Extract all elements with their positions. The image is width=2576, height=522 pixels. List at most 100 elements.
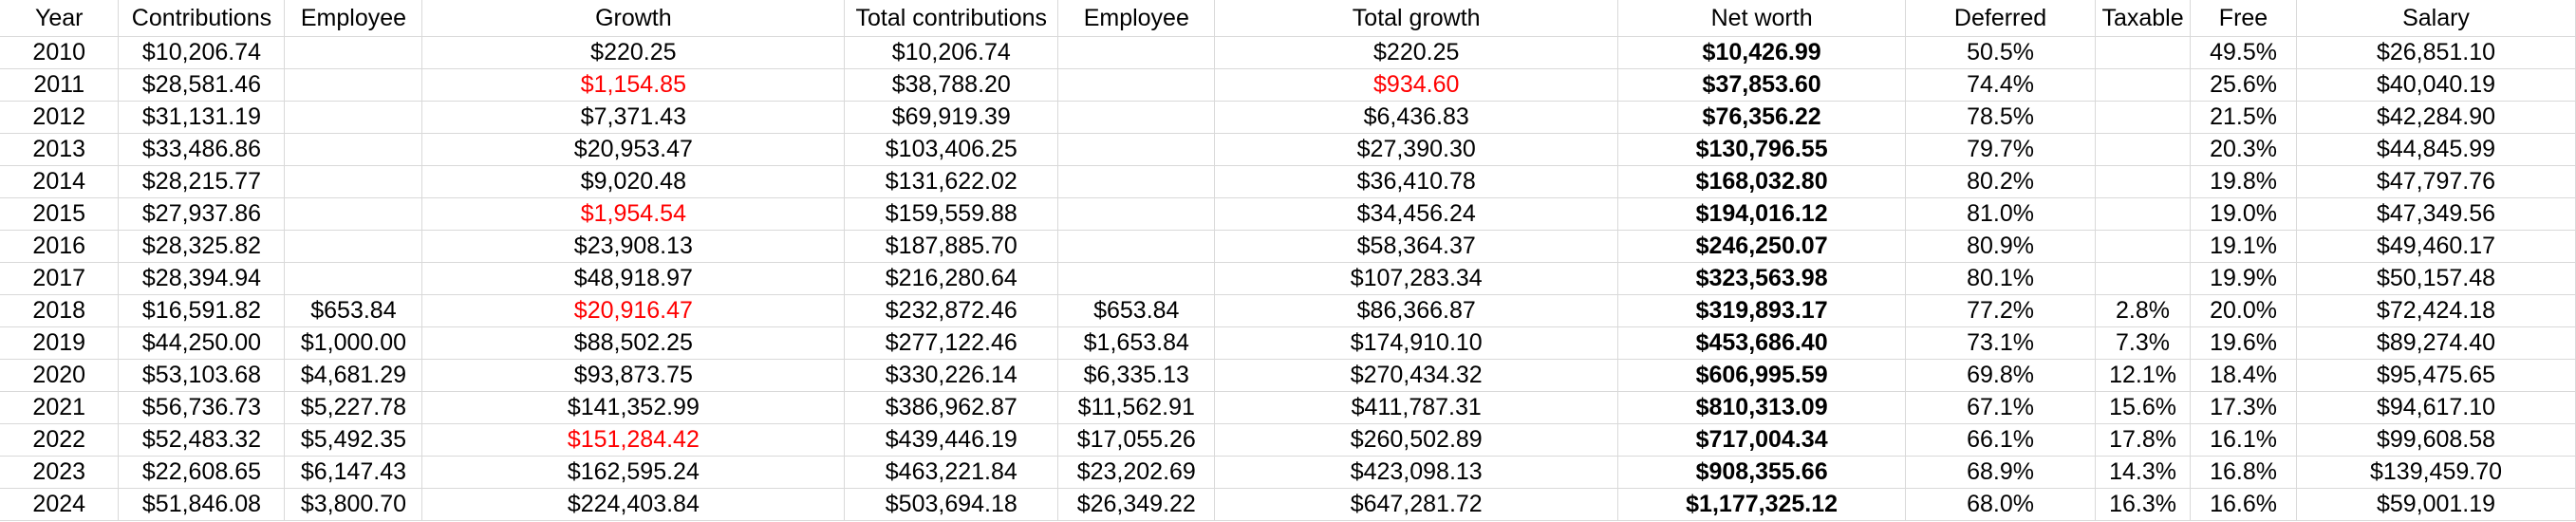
cell-year[interactable]: 2018 [0, 294, 120, 327]
cell-net-worth[interactable]: $37,853.60 [1617, 68, 1907, 102]
cell-free[interactable]: 25.6% [2190, 68, 2297, 102]
header-cell-free[interactable]: Free [2190, 0, 2297, 37]
cell-net-worth[interactable]: $319,893.17 [1617, 294, 1907, 327]
cell-year[interactable]: 2020 [0, 359, 120, 392]
cell-taxable[interactable]: 12.1% [2095, 359, 2192, 392]
cell-year[interactable]: 2010 [0, 36, 120, 69]
cell-free[interactable]: 18.4% [2190, 359, 2297, 392]
cell-taxable[interactable] [2095, 197, 2192, 231]
cell-total-employee[interactable] [1057, 36, 1216, 69]
cell-year[interactable]: 2023 [0, 456, 120, 489]
cell-taxable[interactable]: 14.3% [2095, 456, 2192, 489]
cell-deferred[interactable]: 67.1% [1905, 391, 2097, 424]
cell-total-employee[interactable] [1057, 197, 1216, 231]
cell-free[interactable]: 17.3% [2190, 391, 2297, 424]
cell-employee[interactable]: $5,227.78 [284, 391, 423, 424]
cell-deferred[interactable]: 81.0% [1905, 197, 2097, 231]
header-cell-deferred[interactable]: Deferred [1905, 0, 2097, 37]
cell-employee[interactable] [284, 262, 423, 295]
cell-deferred[interactable]: 50.5% [1905, 36, 2097, 69]
cell-net-worth[interactable]: $246,250.07 [1617, 230, 1907, 263]
cell-net-worth[interactable]: $10,426.99 [1617, 36, 1907, 69]
cell-growth[interactable]: $88,502.25 [421, 326, 846, 360]
cell-growth[interactable]: $1,954.54 [421, 197, 846, 231]
cell-total-contributions[interactable]: $277,122.46 [844, 326, 1059, 360]
cell-total-growth[interactable]: $58,364.37 [1214, 230, 1619, 263]
cell-taxable[interactable] [2095, 165, 2192, 198]
cell-contributions[interactable]: $52,483.32 [118, 423, 286, 457]
cell-salary[interactable]: $94,617.10 [2296, 391, 2576, 424]
cell-total-growth[interactable]: $86,366.87 [1214, 294, 1619, 327]
cell-free[interactable]: 20.3% [2190, 133, 2297, 166]
cell-growth[interactable]: $93,873.75 [421, 359, 846, 392]
cell-total-employee[interactable] [1057, 262, 1216, 295]
header-cell-year[interactable]: Year [0, 0, 120, 37]
cell-contributions[interactable]: $28,581.46 [118, 68, 286, 102]
cell-net-worth[interactable]: $1,177,325.12 [1617, 488, 1907, 521]
cell-taxable[interactable]: 7.3% [2095, 326, 2192, 360]
cell-taxable[interactable] [2095, 36, 2192, 69]
cell-salary[interactable]: $89,274.40 [2296, 326, 2576, 360]
cell-total-growth[interactable]: $34,456.24 [1214, 197, 1619, 231]
cell-employee[interactable] [284, 197, 423, 231]
cell-contributions[interactable]: $33,486.86 [118, 133, 286, 166]
cell-total-contributions[interactable]: $330,226.14 [844, 359, 1059, 392]
cell-employee[interactable]: $3,800.70 [284, 488, 423, 521]
cell-free[interactable]: 19.1% [2190, 230, 2297, 263]
cell-employee[interactable]: $6,147.43 [284, 456, 423, 489]
cell-net-worth[interactable]: $606,995.59 [1617, 359, 1907, 392]
cell-total-employee[interactable] [1057, 68, 1216, 102]
cell-total-contributions[interactable]: $439,446.19 [844, 423, 1059, 457]
cell-contributions[interactable]: $28,394.94 [118, 262, 286, 295]
cell-year[interactable]: 2013 [0, 133, 120, 166]
cell-net-worth[interactable]: $810,313.09 [1617, 391, 1907, 424]
cell-total-growth[interactable]: $27,390.30 [1214, 133, 1619, 166]
cell-total-contributions[interactable]: $131,622.02 [844, 165, 1059, 198]
cell-year[interactable]: 2014 [0, 165, 120, 198]
cell-net-worth[interactable]: $908,355.66 [1617, 456, 1907, 489]
cell-free[interactable]: 16.6% [2190, 488, 2297, 521]
cell-taxable[interactable]: 15.6% [2095, 391, 2192, 424]
cell-employee[interactable]: $1,000.00 [284, 326, 423, 360]
cell-year[interactable]: 2017 [0, 262, 120, 295]
cell-year[interactable]: 2015 [0, 197, 120, 231]
cell-deferred[interactable]: 68.9% [1905, 456, 2097, 489]
cell-free[interactable]: 19.8% [2190, 165, 2297, 198]
cell-deferred[interactable]: 80.9% [1905, 230, 2097, 263]
cell-salary[interactable]: $99,608.58 [2296, 423, 2576, 457]
header-cell-growth[interactable]: Growth [421, 0, 846, 37]
cell-contributions[interactable]: $56,736.73 [118, 391, 286, 424]
cell-employee[interactable] [284, 165, 423, 198]
cell-taxable[interactable] [2095, 133, 2192, 166]
cell-deferred[interactable]: 80.1% [1905, 262, 2097, 295]
cell-deferred[interactable]: 77.2% [1905, 294, 2097, 327]
cell-total-growth[interactable]: $260,502.89 [1214, 423, 1619, 457]
cell-growth[interactable]: $9,020.48 [421, 165, 846, 198]
cell-salary[interactable]: $139,459.70 [2296, 456, 2576, 489]
cell-total-growth[interactable]: $6,436.83 [1214, 101, 1619, 134]
cell-total-growth[interactable]: $36,410.78 [1214, 165, 1619, 198]
cell-growth[interactable]: $20,953.47 [421, 133, 846, 166]
cell-total-employee[interactable]: $17,055.26 [1057, 423, 1216, 457]
header-cell-contributions[interactable]: Contributions [118, 0, 286, 37]
cell-deferred[interactable]: 74.4% [1905, 68, 2097, 102]
header-cell-taxable[interactable]: Taxable [2095, 0, 2192, 37]
cell-total-employee[interactable]: $6,335.13 [1057, 359, 1216, 392]
cell-total-growth[interactable]: $107,283.34 [1214, 262, 1619, 295]
cell-total-employee[interactable]: $653.84 [1057, 294, 1216, 327]
cell-salary[interactable]: $47,349.56 [2296, 197, 2576, 231]
cell-contributions[interactable]: $10,206.74 [118, 36, 286, 69]
cell-taxable[interactable]: 16.3% [2095, 488, 2192, 521]
cell-employee[interactable] [284, 36, 423, 69]
header-cell-employee[interactable]: Employee [284, 0, 423, 37]
cell-growth[interactable]: $7,371.43 [421, 101, 846, 134]
cell-total-employee[interactable] [1057, 133, 1216, 166]
cell-total-employee[interactable]: $1,653.84 [1057, 326, 1216, 360]
cell-growth[interactable]: $1,154.85 [421, 68, 846, 102]
cell-free[interactable]: 16.8% [2190, 456, 2297, 489]
cell-salary[interactable]: $47,797.76 [2296, 165, 2576, 198]
cell-taxable[interactable] [2095, 101, 2192, 134]
cell-total-growth[interactable]: $220.25 [1214, 36, 1619, 69]
cell-total-employee[interactable] [1057, 230, 1216, 263]
cell-free[interactable]: 49.5% [2190, 36, 2297, 69]
